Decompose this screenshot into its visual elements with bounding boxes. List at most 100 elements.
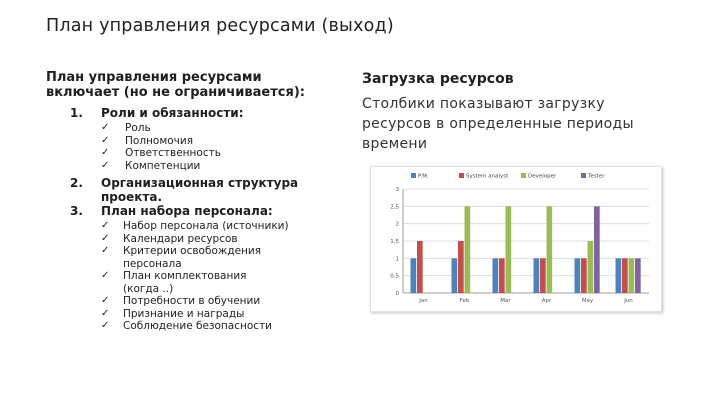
legend-label: Tester [587, 174, 605, 180]
x-tick-label: Apr [542, 298, 552, 304]
y-tick-label: 2,5 [390, 204, 399, 210]
list-item-roles: 1. Роли и обязанности: ✓ Роль ✓ Полномочия… [46, 106, 346, 172]
left-heading-line-2: включает (но не ограничивается): [46, 85, 305, 100]
y-tick-label: 0 [396, 291, 400, 297]
sublist-item: ✓ Полномочия [101, 135, 346, 148]
sublist-item: ✓ План комплектования (когда ..) [101, 270, 346, 295]
y-tick-label: 0,5 [390, 274, 399, 280]
legend-label: Developer [528, 174, 557, 180]
sublist-item: ✓ Потребности в обучении [101, 295, 346, 308]
slide-title: План управления ресурсами (выход) [46, 16, 394, 36]
right-description-line-3: времени [362, 136, 428, 152]
bar [540, 258, 546, 293]
check-icon: ✓ [101, 307, 110, 319]
left-column: План управления ресурсами включает (но н… [46, 70, 346, 337]
bar [574, 258, 581, 293]
x-tick-label: Mar [500, 298, 511, 304]
bar [581, 258, 587, 293]
sublist-item: ✓ Набор персонала (источники) [101, 220, 346, 233]
bar [628, 258, 635, 293]
list-item-text: План набора персонала: [101, 204, 273, 218]
left-heading: План управления ресурсами включает (но н… [46, 70, 346, 100]
sublist-item-text: Признание и награды [123, 307, 245, 320]
sublist-item-text: Соблюдение безопасности [123, 320, 273, 332]
right-description-line-1: Столбики показывают загрузку [362, 96, 605, 112]
y-tick-label: 2 [396, 222, 400, 228]
bar [492, 258, 499, 293]
sublist-item: ✓ Компетенции [101, 160, 346, 173]
list-item-text: Роли и обязанности: [101, 106, 244, 120]
bar [464, 206, 471, 293]
bar [533, 258, 540, 293]
sublist-item: ✓ Роль [101, 122, 346, 135]
legend-swatch [581, 173, 586, 178]
y-tick-label: 1 [396, 256, 400, 262]
sublist-item-text-line-1: Критерии освобождения [123, 245, 262, 257]
legend-swatch [521, 173, 526, 178]
check-icon: ✓ [101, 220, 110, 231]
x-tick-label: Jun [623, 298, 633, 304]
legend-label: System analyst [466, 174, 509, 180]
list-item-text-line-1: Организационная структура [101, 176, 299, 190]
main-list: 1. Роли и обязанности: ✓ Роль ✓ Полномочия… [46, 106, 346, 333]
bar [499, 258, 505, 293]
bar [615, 258, 622, 293]
bar [635, 258, 641, 293]
y-tick-label: 3 [396, 187, 400, 193]
list-item-staffing: 3. План набора персонала: ✓ Набор персона… [46, 204, 346, 333]
x-tick-label: Feb [460, 298, 470, 304]
y-tick-label: 1,5 [390, 239, 399, 245]
roles-sublist: ✓ Роль ✓ Полномочия ✓ Ответственность ✓ Комп… [101, 122, 346, 172]
sublist-item: ✓ Критерии освобождения персонала [101, 245, 346, 270]
sublist-item-text-line-1: План комплектования [123, 270, 247, 282]
check-icon: ✓ [101, 159, 110, 171]
bar [458, 241, 464, 293]
list-item-text-line-2: проекта. [101, 190, 163, 204]
bar [410, 258, 417, 293]
sublist-item-text-line-2: (когда ..) [123, 282, 174, 295]
sublist-item-text: Ответственность [125, 147, 221, 159]
bar [417, 241, 423, 293]
staffing-sublist: ✓ Набор персонала (источники) ✓ Календари … [101, 220, 346, 333]
bar [451, 258, 458, 293]
check-icon: ✓ [101, 295, 110, 306]
check-icon: ✓ [101, 122, 110, 133]
left-heading-line-1: План управления ресурсами [46, 70, 262, 85]
sublist-item: ✓ Признание и награды [101, 308, 346, 321]
sublist-item-text: Полномочия [125, 134, 194, 147]
list-number: 1. [70, 106, 83, 120]
sublist-item: ✓ Календари ресурсов [101, 233, 346, 246]
list-number: 2. [70, 176, 83, 190]
legend-label: P.M. [418, 174, 429, 180]
right-column: Загрузка ресурсов Столбики показывают за… [362, 70, 692, 154]
bar [546, 206, 553, 293]
sublist-item-text: Потребности в обучении [123, 295, 261, 307]
list-number: 3. [70, 204, 83, 218]
check-icon: ✓ [101, 232, 110, 244]
bar [594, 206, 600, 293]
sublist-item-text-line-2: персонала [123, 257, 182, 270]
right-heading: Загрузка ресурсов [362, 71, 514, 87]
right-description-line-2: ресурсов в определенные периоды [362, 116, 634, 132]
legend-swatch [459, 173, 464, 178]
chart-svg: 0 0,5 1 1,5 2 2,5 3 Jan Feb Mar Apr May Jun P.M. Syste… [390, 173, 649, 304]
sublist-item: ✓ Ответственность [101, 147, 346, 160]
sublist-item-text: Набор персонала (источники) [123, 220, 289, 232]
bar [587, 241, 594, 293]
check-icon: ✓ [101, 320, 110, 331]
sublist-item-text: Компетенции [125, 159, 201, 172]
check-icon: ✓ [101, 270, 110, 281]
x-tick-label: Jan [418, 298, 428, 304]
legend-swatch [411, 173, 416, 178]
sublist-item: ✓ Соблюдение безопасности [101, 320, 346, 333]
sublist-item-text: Роль [125, 122, 151, 134]
bar [622, 258, 628, 293]
check-icon: ✓ [101, 245, 110, 256]
list-item-org-structure: 2. Организационная структура проекта. [46, 176, 346, 204]
bar [505, 206, 512, 293]
sublist-item-text: Календари ресурсов [123, 232, 238, 245]
right-description: Столбики показывают загрузку ресурсов в … [362, 94, 692, 154]
check-icon: ✓ [101, 147, 110, 158]
resource-load-chart: 0 0,5 1 1,5 2 2,5 3 Jan Feb Mar Apr May Jun P.M. Syste… [370, 166, 662, 312]
x-tick-label: May [582, 298, 594, 304]
